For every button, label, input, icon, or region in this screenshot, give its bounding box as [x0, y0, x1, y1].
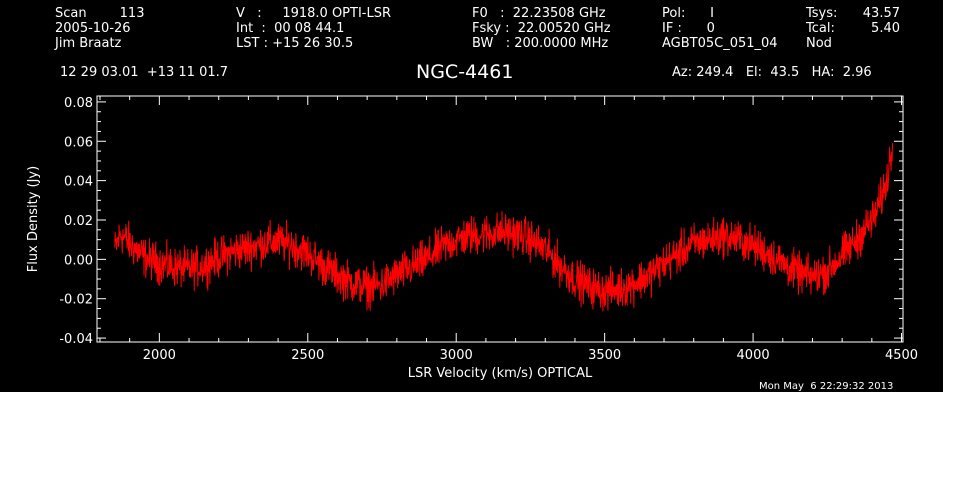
x-tick-label: 3000	[440, 348, 473, 363]
velocity-info: V : 1918.0 OPTI-LSR	[236, 6, 392, 21]
source-name: NGC-4461	[416, 61, 514, 83]
x-tick-label: 2500	[291, 348, 324, 363]
project-id: AGBT05C_051_04	[662, 36, 778, 51]
y-tick-label: 0.06	[64, 135, 93, 150]
axis-ticks	[97, 96, 903, 342]
y-tick-label: 0.02	[64, 214, 93, 229]
azimuth-elevation-ha: Az: 249.4 El: 43.5 HA: 2.96	[672, 65, 872, 80]
tcal-label: Tcal:	[806, 21, 835, 36]
integration-time: Int : 00 08 44.1	[236, 21, 345, 36]
if-number: IF : 0	[662, 21, 715, 36]
y-tick-label: 0.04	[64, 175, 93, 190]
polarization: Pol: I	[662, 6, 714, 21]
tcal-value: 5.40	[871, 21, 900, 36]
y-tick-label: 0.08	[64, 96, 93, 111]
y-tick-label: -0.04	[59, 332, 93, 347]
x-tick-label: 4500	[885, 348, 918, 363]
observation-date: 2005-10-26	[55, 21, 131, 36]
spectrum-series-line	[114, 143, 893, 312]
tsys-value: 43.57	[862, 6, 900, 21]
plot-timestamp: Mon May 6 22:29:32 2013	[759, 381, 894, 392]
y-tick-label: -0.02	[59, 293, 93, 308]
observer-name: Jim Braatz	[55, 36, 122, 51]
y-axis-title: Flux Density (Jy)	[26, 166, 41, 272]
sky-frequency: Fsky : 22.00520 GHz	[472, 21, 611, 36]
tsys-label: Tsys:	[806, 6, 838, 21]
axis-labels: 2000 2500 3000 3500 4000 4500 -0.04 -0.02 0.00 0.…	[59, 96, 918, 363]
procedure-name: Nod	[806, 36, 832, 51]
rest-frequency: F0 : 22.23508 GHz	[472, 6, 606, 21]
x-axis-title: LSR Velocity (km/s) OPTICAL	[408, 366, 593, 381]
lst-info: LST : +15 26 30.5	[236, 36, 354, 51]
x-tick-label: 3500	[588, 348, 621, 363]
plot-frame	[96, 95, 904, 343]
scan-number: Scan 113	[55, 6, 145, 21]
series-layer	[114, 143, 893, 312]
y-tick-label: 0.00	[64, 253, 93, 268]
x-tick-label: 2000	[143, 348, 176, 363]
bandwidth: BW : 200.0000 MHz	[472, 36, 609, 51]
x-tick-label: 4000	[737, 348, 770, 363]
spectrum-chart: 2000 2500 3000 3500 4000 4500 -0.04 -0.02 0.00 0.…	[26, 95, 918, 381]
plot-panel: Scan 113 2005-10-26 Jim Braatz V : 1918.…	[0, 0, 943, 392]
source-coordinates: 12 29 03.01 +13 11 01.7	[60, 65, 229, 80]
